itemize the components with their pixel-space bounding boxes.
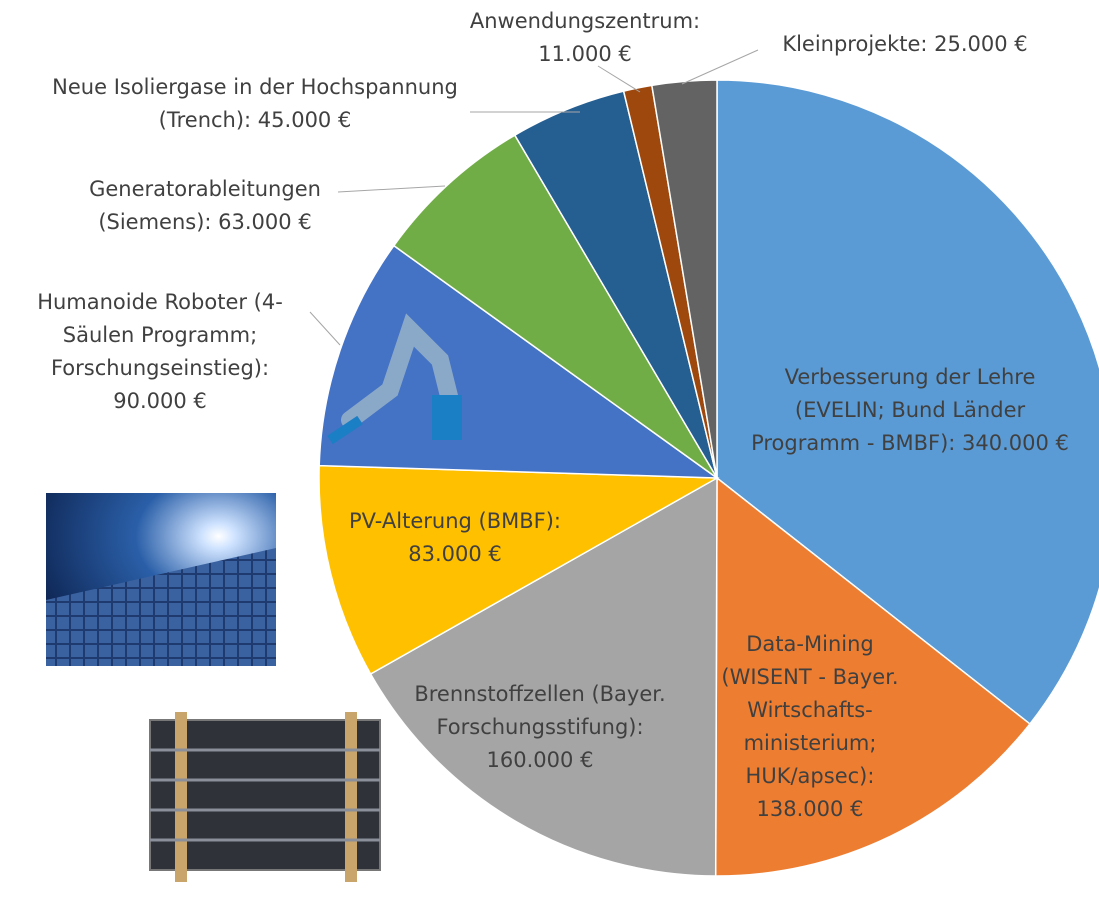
- data-label: Data-Mining: [746, 632, 873, 656]
- data-label: 160.000 €: [487, 748, 594, 772]
- data-label: Säulen Programm;: [63, 323, 257, 347]
- data-label: Neue Isoliergase in der Hochspannung: [52, 75, 458, 99]
- data-label: (EVELIN; Bund Länder: [795, 398, 1026, 422]
- data-label: Wirtschafts-: [747, 698, 872, 722]
- fuel-cell-image: [150, 712, 380, 882]
- data-label: Kleinprojekte: 25.000 €: [782, 32, 1027, 56]
- leader-line: [310, 312, 340, 345]
- data-label: Humanoide Roboter (4-: [37, 290, 283, 314]
- pie: [319, 80, 1099, 876]
- data-label: Anwendungszentrum:: [470, 9, 700, 33]
- page: {"chart_data": {"type": "pie", "labels":…: [0, 0, 1099, 893]
- leader-line: [682, 50, 758, 84]
- data-label: Forschungseinstieg):: [51, 356, 269, 380]
- data-label: ministerium;: [744, 731, 877, 755]
- data-label: (Trench): 45.000 €: [159, 108, 352, 132]
- solar-image: [46, 493, 276, 666]
- data-label: Programm - BMBF): 340.000 €: [751, 431, 1069, 455]
- data-label: 83.000 €: [408, 542, 502, 566]
- data-label: Forschungsstifung):: [436, 715, 643, 739]
- data-label: HUK/apsec):: [746, 764, 875, 788]
- data-label: (WISENT - Bayer.: [721, 665, 898, 689]
- data-label: Brennstoffzellen (Bayer.: [414, 682, 665, 706]
- data-label: 11.000 €: [538, 42, 632, 66]
- data-label: 90.000 €: [113, 389, 207, 413]
- data-label: (Siemens): 63.000 €: [98, 210, 311, 234]
- leader-line: [338, 186, 445, 192]
- chart: Verbesserung der Lehre (EVELIN; Bund Länd…: [0, 0, 1099, 893]
- leader-line: [598, 66, 640, 92]
- data-label: PV-Alterung (BMBF):: [349, 509, 561, 533]
- data-label: Verbesserung der Lehre: [785, 365, 1036, 389]
- data-label: 138.000 €: [757, 797, 864, 821]
- data-label: Generatorableitungen: [89, 177, 321, 201]
